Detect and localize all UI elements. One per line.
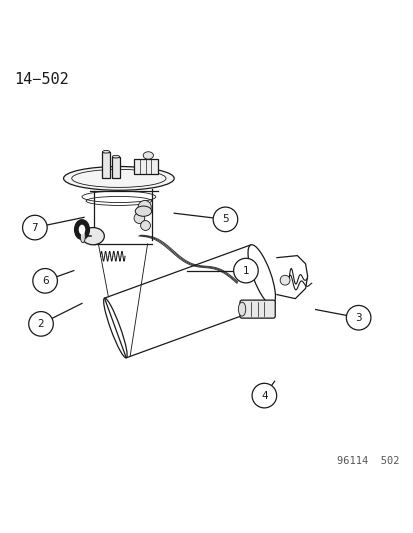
Ellipse shape (80, 230, 85, 243)
Text: 1: 1 (242, 265, 249, 276)
Circle shape (233, 259, 258, 283)
Text: 3: 3 (354, 313, 361, 322)
Ellipse shape (78, 225, 85, 235)
Text: 4: 4 (261, 391, 267, 401)
Circle shape (252, 383, 276, 408)
Circle shape (134, 213, 145, 223)
Circle shape (280, 275, 289, 285)
Circle shape (23, 215, 47, 240)
Ellipse shape (238, 302, 245, 316)
Circle shape (28, 312, 53, 336)
Bar (134, 159, 157, 174)
Text: 7: 7 (31, 223, 38, 232)
FancyBboxPatch shape (240, 300, 275, 318)
Bar (102, 152, 109, 179)
Text: 6: 6 (42, 276, 48, 286)
Text: 96114  502: 96114 502 (336, 456, 399, 466)
Ellipse shape (112, 156, 119, 158)
Ellipse shape (102, 150, 109, 153)
Ellipse shape (64, 166, 174, 190)
Ellipse shape (247, 245, 275, 305)
Text: 2: 2 (38, 319, 44, 329)
Ellipse shape (74, 220, 89, 239)
Text: 5: 5 (222, 214, 228, 224)
Text: 14−502: 14−502 (14, 72, 69, 87)
Circle shape (213, 207, 237, 232)
Circle shape (140, 221, 150, 230)
Bar (112, 157, 119, 179)
Circle shape (138, 200, 151, 214)
Ellipse shape (135, 206, 151, 216)
Circle shape (33, 269, 57, 293)
Circle shape (346, 305, 370, 330)
Ellipse shape (143, 152, 153, 159)
Ellipse shape (82, 228, 104, 245)
